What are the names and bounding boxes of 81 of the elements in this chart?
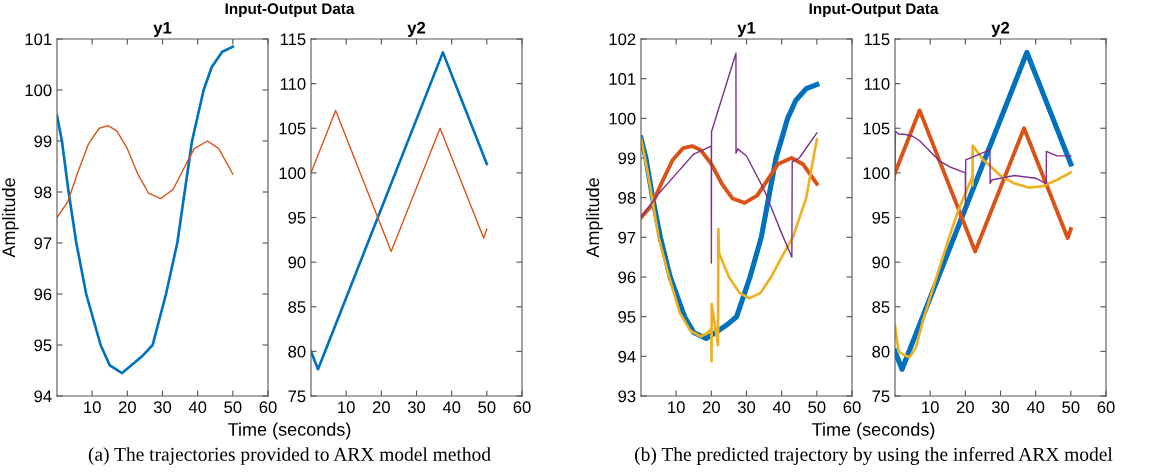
line-series [895,108,1073,254]
y-tick-label: 102 [609,33,636,46]
y-tick-label: 95 [618,311,636,323]
x-tick-label: 60 [259,401,277,414]
y-tick-label: 80 [872,345,890,358]
y-axis-title: Amplitude [1,178,19,258]
y-tick-label: 75 [288,390,306,403]
x-tick-label: 50 [1062,401,1080,414]
text: Input-Output Data [225,3,355,18]
x-tick-label: 60 [513,401,531,414]
x-tick-label: 60 [843,401,861,414]
x-tick-label: 30 [737,401,756,414]
x-tick-label: 10 [922,401,939,414]
x-tick-label: 30 [991,401,1010,414]
line-series [641,144,819,220]
x-tick-label: 30 [407,401,426,414]
x-tick-label: 40 [188,401,207,414]
y-tick-label: 110 [864,78,890,90]
y-tick-label: 110 [280,78,306,90]
y-tick-label: 96 [34,288,52,301]
chart-title: y1 [153,21,172,37]
y-tick-label: 97 [34,237,52,250]
x-tick-label: 20 [956,401,974,414]
line-series [895,144,1073,359]
x-axis-title: Time (seconds) [228,422,351,440]
y-tick-label: 95 [288,211,306,224]
y-tick-label: 90 [872,256,890,269]
y-tick-label: 98 [618,192,636,204]
y-tick-label: 94 [34,390,52,403]
y-tick-label: 96 [618,271,636,284]
y-tick-label: 97 [618,231,636,244]
x-tick-label: 10 [668,401,685,414]
y-tick-label: 100 [25,84,52,97]
x-tick-label: 20 [118,401,136,414]
chart-title: y2 [991,21,1010,37]
y-tick-label: 115 [280,33,306,46]
y-tick-label: 93 [618,390,636,403]
chart-title: y2 [407,21,426,37]
y-tick-label: 100 [279,167,306,180]
y-tick-label: 95 [34,339,52,352]
x-tick-label: 40 [1026,401,1045,414]
line-series [311,109,488,253]
line-series [311,51,489,371]
y-tick-label: 90 [288,256,306,269]
x-tick-label: 10 [84,401,101,414]
text: Input-Output Data [809,3,939,18]
y-tick-label: 85 [288,301,306,313]
line-series [57,125,234,219]
x-tick-label: 40 [772,401,791,414]
x-tick-label: 30 [153,401,172,414]
x-tick-label: 20 [372,401,390,414]
y-tick-label: 105 [279,122,306,135]
y-tick-label: 95 [872,211,890,224]
y-tick-label: 94 [618,350,636,363]
y-axis-title: Amplitude [585,178,603,258]
line-series [641,52,818,264]
y-tick-label: 100 [609,112,636,125]
chart-title: y1 [737,21,756,37]
x-tick-label: 50 [478,401,496,414]
y-tick-label: 101 [609,73,636,85]
y-tick-label: 99 [618,152,636,165]
x-tick-label: 40 [442,401,461,414]
y-tick-label: 100 [863,167,890,180]
y-tick-label: 85 [872,301,890,313]
x-tick-label: 20 [702,401,720,414]
x-tick-label: 50 [224,401,242,414]
x-tick-label: 10 [338,401,355,414]
y-tick-label: 99 [34,135,52,148]
x-tick-label: 60 [1097,401,1115,414]
line-series [57,45,235,375]
line-series [641,136,819,363]
y-tick-label: 75 [872,390,890,403]
text: (b) The predicted trajectory by using the inferred ARX model [635,447,1113,465]
y-tick-label: 98 [34,186,52,199]
text: (a) The trajectories provided to ARX model method [88,447,491,465]
y-tick-label: 101 [25,33,52,46]
y-tick-label: 105 [863,122,890,135]
x-tick-label: 50 [808,401,826,414]
x-axis-title: Time (seconds) [812,422,935,440]
y-tick-label: 80 [288,345,306,358]
y-tick-label: 115 [864,33,890,46]
